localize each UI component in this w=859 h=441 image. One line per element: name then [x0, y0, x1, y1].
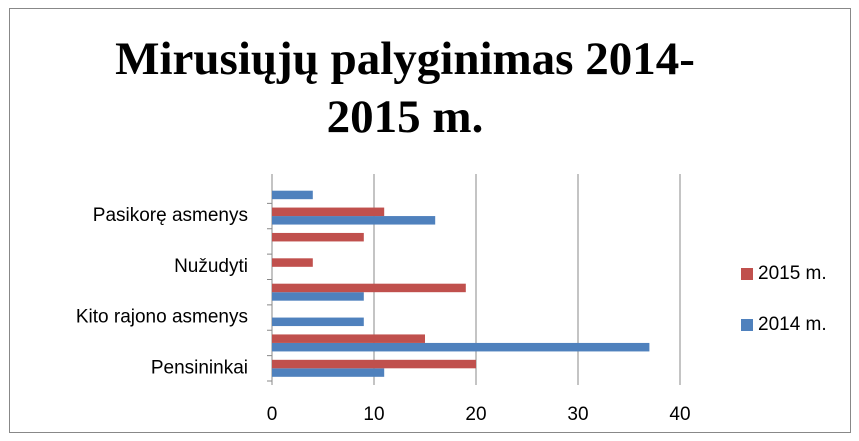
legend-swatch — [741, 319, 753, 331]
bar — [272, 334, 425, 343]
legend-label: 2014 m. — [758, 314, 827, 335]
x-tick-label: 10 — [363, 404, 384, 425]
chart-title: Mirusiųjų palyginimas 2014-2015 m. — [115, 33, 695, 143]
bar — [272, 232, 364, 242]
x-tick-label: 40 — [669, 404, 690, 425]
x-tick-label: 30 — [567, 404, 588, 425]
bar — [272, 317, 364, 327]
bar — [272, 359, 476, 369]
bar — [272, 207, 385, 217]
bar — [272, 342, 650, 352]
x-tick-label: 20 — [465, 404, 486, 425]
x-tick-label: 0 — [267, 404, 278, 425]
y-tick-label: Nužudyti — [174, 256, 248, 277]
legend-label: 2015 m. — [758, 263, 827, 284]
bar — [272, 258, 313, 267]
legend-swatch — [741, 268, 753, 280]
bar — [272, 283, 466, 293]
y-tick-label: Pasikorę asmenys — [93, 205, 248, 226]
bar — [272, 190, 313, 200]
bar — [272, 368, 385, 377]
bar — [272, 216, 436, 225]
y-tick-label: Pensininkai — [151, 357, 248, 378]
bar — [272, 292, 364, 301]
y-tick-label: Kito rajono asmenys — [76, 307, 248, 328]
